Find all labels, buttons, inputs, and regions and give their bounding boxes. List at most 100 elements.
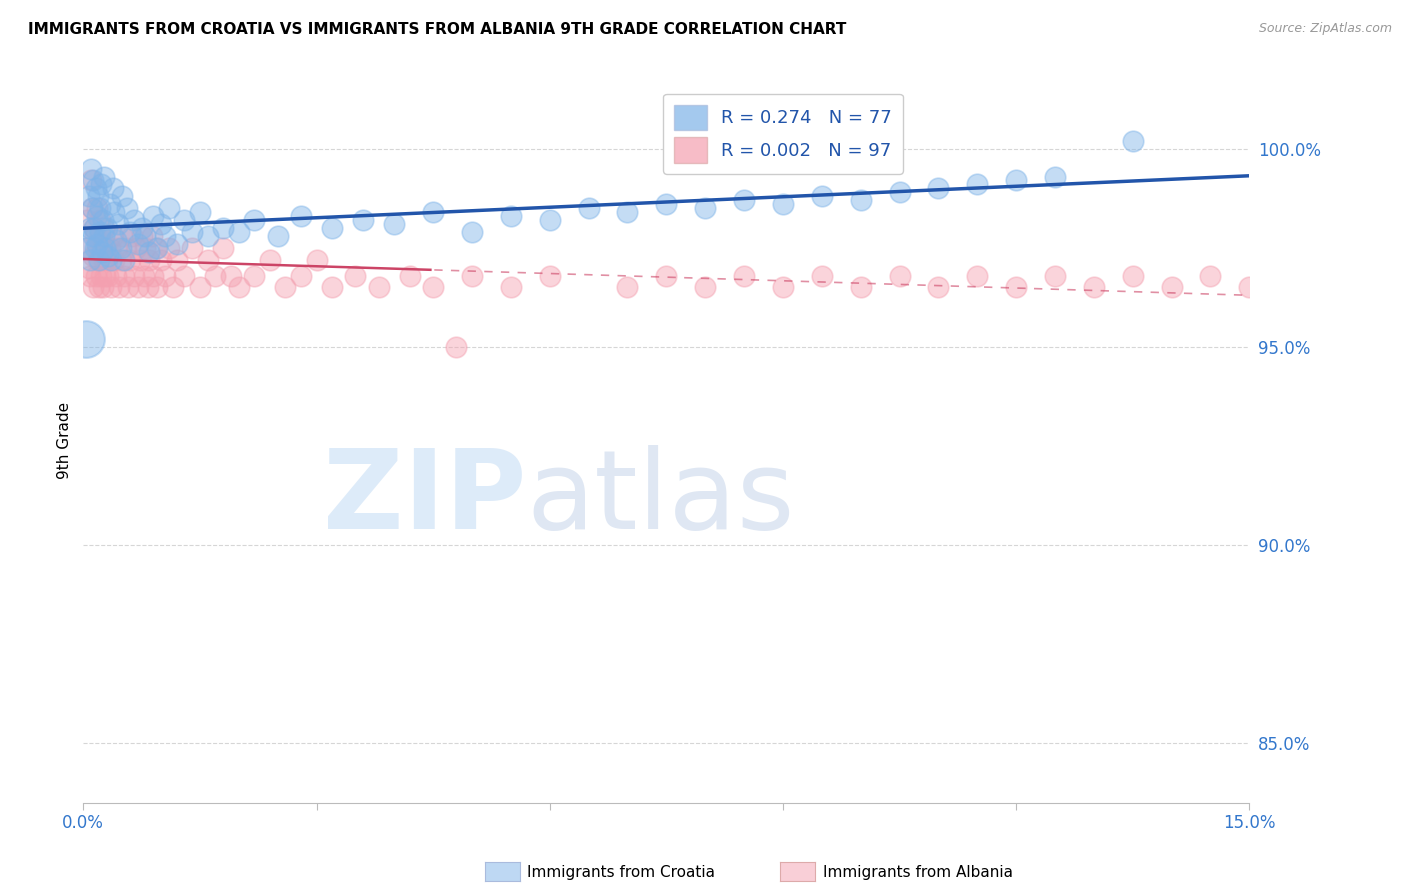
Point (91, 244, 114, 259)
Point (104, 268, 127, 283)
Point (80, 173, 103, 187)
Point (197, 252, 219, 267)
Point (499, 209, 522, 223)
Point (889, 268, 911, 283)
Point (181, 241, 204, 255)
Point (578, 201, 600, 215)
Point (91, 241, 114, 255)
Point (1005, 173, 1028, 187)
Point (87, 189, 110, 203)
Point (145, 241, 167, 255)
Point (1239, 280, 1261, 294)
Point (86, 201, 108, 215)
Point (810, 189, 832, 203)
Point (101, 181, 124, 195)
Point (157, 201, 180, 215)
Point (111, 189, 134, 203)
Point (117, 280, 139, 294)
Y-axis label: 9th Grade: 9th Grade (58, 401, 72, 479)
Point (266, 229, 288, 244)
Point (97, 268, 120, 283)
Point (1043, 268, 1066, 283)
Point (115, 201, 138, 215)
Point (538, 268, 561, 283)
Point (82, 229, 104, 244)
Point (1199, 268, 1222, 283)
Point (121, 229, 143, 244)
Point (82, 173, 104, 187)
Point (966, 268, 988, 283)
Point (80, 161, 103, 176)
Point (382, 217, 405, 231)
Point (173, 268, 195, 283)
Point (87, 252, 110, 267)
Point (93, 221, 115, 235)
Point (127, 280, 149, 294)
Point (114, 252, 136, 267)
Point (146, 241, 169, 255)
Point (142, 209, 165, 223)
Point (87, 280, 110, 294)
Point (889, 186, 911, 200)
Point (655, 268, 678, 283)
Point (75, 332, 97, 346)
Point (219, 268, 242, 283)
Text: Immigrants from Croatia: Immigrants from Croatia (527, 865, 716, 880)
Point (103, 205, 125, 219)
Point (695, 201, 717, 215)
Point (91, 280, 114, 294)
Point (100, 280, 122, 294)
Point (86, 209, 108, 223)
Point (538, 213, 561, 227)
Point (89, 213, 111, 227)
Point (166, 252, 188, 267)
Point (108, 280, 131, 294)
Point (197, 229, 219, 244)
Point (79, 252, 101, 267)
Point (101, 229, 124, 244)
Point (84, 241, 107, 255)
Point (153, 229, 176, 244)
Point (321, 280, 343, 294)
Point (96, 252, 118, 267)
Point (188, 280, 211, 294)
Point (125, 241, 148, 255)
Point (86, 236, 108, 251)
Point (138, 252, 160, 267)
Point (89, 201, 111, 215)
Point (134, 241, 156, 255)
Text: IMMIGRANTS FROM CROATIA VS IMMIGRANTS FROM ALBANIA 9TH GRADE CORRELATION CHART: IMMIGRANTS FROM CROATIA VS IMMIGRANTS FR… (28, 22, 846, 37)
Point (82, 249, 104, 263)
Point (111, 229, 134, 244)
Point (142, 268, 165, 283)
Text: Source: ZipAtlas.com: Source: ZipAtlas.com (1258, 22, 1392, 36)
Point (129, 252, 152, 267)
Point (173, 213, 195, 227)
Point (162, 280, 184, 294)
Point (181, 225, 204, 239)
Point (1122, 268, 1144, 283)
Point (966, 178, 988, 192)
Point (104, 233, 127, 247)
Point (86, 241, 108, 255)
Point (274, 280, 297, 294)
Point (259, 252, 281, 267)
Point (228, 280, 250, 294)
Point (107, 217, 129, 231)
Point (772, 197, 794, 211)
Point (243, 213, 266, 227)
Point (103, 252, 125, 267)
Point (1122, 134, 1144, 148)
Point (204, 268, 226, 283)
Point (188, 205, 211, 219)
Point (93, 252, 115, 267)
Point (118, 252, 141, 267)
Point (461, 268, 484, 283)
Point (290, 268, 312, 283)
Point (166, 236, 188, 251)
Point (98, 197, 121, 211)
Text: Immigrants from Albania: Immigrants from Albania (823, 865, 1012, 880)
Point (122, 268, 145, 283)
Point (80, 201, 103, 215)
Point (212, 241, 235, 255)
